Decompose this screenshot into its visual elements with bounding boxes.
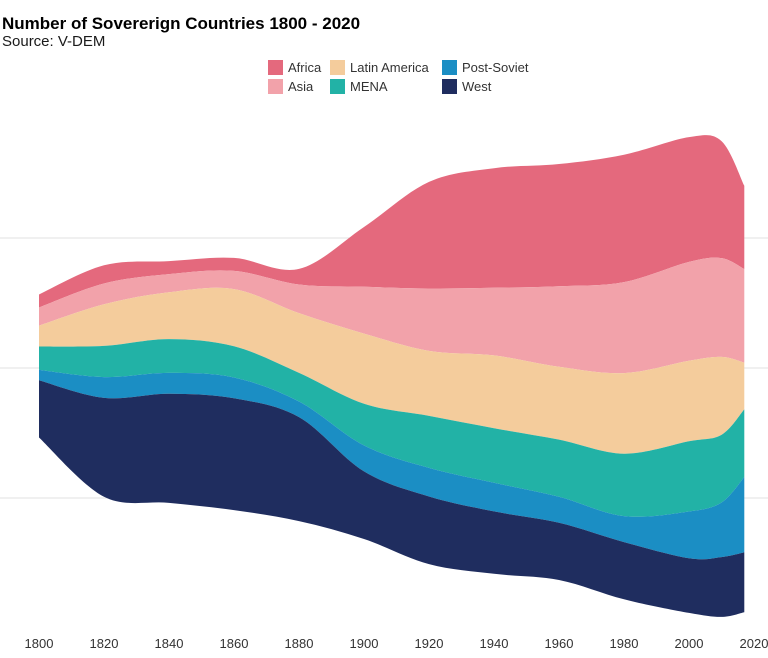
legend-label: Latin America (350, 60, 429, 75)
x-tick-label: 1900 (350, 636, 379, 651)
x-tick-label: 1800 (25, 636, 54, 651)
legend-label: Asia (288, 79, 314, 94)
legend-swatch (268, 79, 283, 94)
x-tick-label: 1960 (545, 636, 574, 651)
legend-item-west: West (442, 79, 537, 94)
stream-layer-asia (39, 257, 745, 374)
legend-item-mena: MENA (330, 79, 442, 94)
stream-layer-africa (39, 135, 745, 308)
x-tick-label: 2020 (740, 636, 768, 651)
stream-layer-latin-america (39, 287, 745, 454)
x-tick-label: 1940 (480, 636, 509, 651)
x-tick-label: 1840 (155, 636, 184, 651)
chart-source: Source: V-DEM (2, 33, 106, 50)
legend-swatch (442, 79, 457, 94)
x-tick-label: 1860 (220, 636, 249, 651)
legend-swatch (330, 60, 345, 75)
stream-layer-mena (39, 339, 745, 517)
legend-item-africa: Africa (268, 60, 330, 75)
legend: Africa Latin America Post-Soviet Asia MENA We… (268, 60, 537, 94)
legend-swatch (330, 79, 345, 94)
stream-layer-west (39, 380, 745, 617)
legend-label: Post-Soviet (462, 60, 529, 75)
legend-swatch (442, 60, 457, 75)
x-tick-label: 1980 (610, 636, 639, 651)
x-tick-label: 2000 (675, 636, 704, 651)
legend-item-post-soviet: Post-Soviet (442, 60, 537, 75)
x-tick-label: 1920 (415, 636, 444, 651)
legend-item-latin-america: Latin America (330, 60, 442, 75)
legend-swatch (268, 60, 283, 75)
legend-item-asia: Asia (268, 79, 330, 94)
legend-label: MENA (350, 79, 388, 94)
legend-label: Africa (288, 60, 322, 75)
chart-title: Number of Sovererign Countries 1800 - 20… (2, 14, 361, 34)
legend-label: West (462, 79, 492, 94)
x-tick-label: 1820 (90, 636, 119, 651)
stream-layer-post-soviet (39, 369, 745, 560)
x-tick-label: 1880 (285, 636, 314, 651)
